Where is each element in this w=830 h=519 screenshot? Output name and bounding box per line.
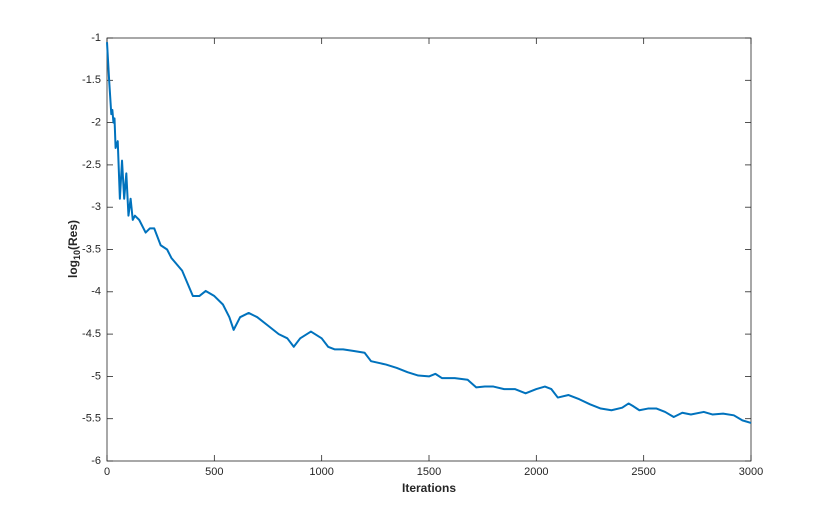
x-tick-label: 0 (104, 466, 110, 478)
y-tick-label: -2.5 (82, 159, 101, 171)
y-tick-label: -1 (91, 32, 101, 44)
y-axis-label: log10(Res) (66, 220, 82, 278)
y-tick-label: -3.5 (82, 243, 101, 255)
y-tick-label: -2 (91, 117, 101, 129)
y-tick-label: -4 (91, 286, 101, 298)
y-label-base: log (66, 260, 80, 278)
y-tick-label: -5 (91, 370, 101, 382)
x-tick-label: 1000 (309, 466, 333, 478)
y-label-rest: (Res) (66, 220, 80, 250)
y-tick-label: -5.5 (82, 413, 101, 425)
y-tick-label: -4.5 (82, 328, 101, 340)
x-axis-label: Iterations (402, 481, 456, 495)
x-tick-label: 500 (205, 466, 223, 478)
plot-box (106, 37, 752, 462)
y-label-subscript: 10 (72, 250, 82, 260)
y-tick-label: -6 (91, 455, 101, 467)
x-tick-label: 2500 (631, 466, 655, 478)
x-tick-label: 3000 (739, 466, 763, 478)
data-line (106, 42, 752, 424)
y-tick-label: -1.5 (82, 74, 101, 86)
x-tick-label: 2000 (524, 466, 548, 478)
x-tick-label: 1500 (417, 466, 441, 478)
y-tick-label: -3 (91, 201, 101, 213)
